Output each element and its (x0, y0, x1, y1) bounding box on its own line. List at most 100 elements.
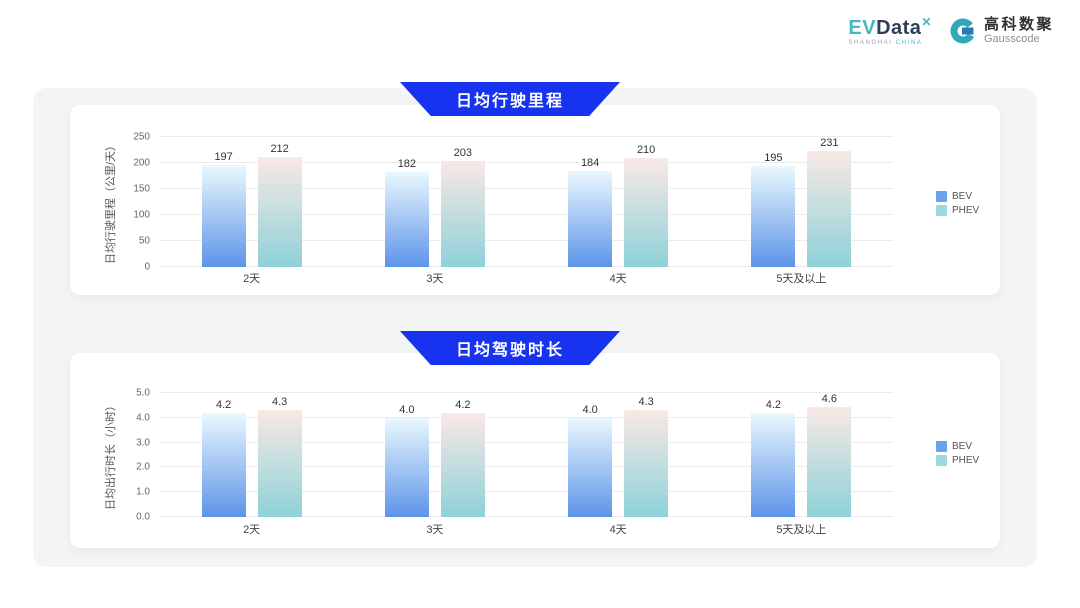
bar-column: 184 (568, 137, 613, 267)
evdata-ev-text: EV (848, 17, 877, 39)
bar-value-label: 4.6 (821, 393, 838, 405)
header-logos: EVData✕ SHANGHAI CHINA 高科数聚 Gausscode (848, 16, 1054, 46)
bar-group: 197 212 (160, 137, 343, 267)
plot-area: 197 212 182 203 184 210 195 231 (160, 136, 893, 267)
bar-value-label: 197 (214, 150, 233, 163)
evdata-data-text: Data (876, 17, 922, 39)
plot-area: 4.2 4.3 4.0 4.2 4.0 4.3 4.2 4.6 (160, 392, 893, 517)
gausscode-g-icon (950, 18, 976, 44)
bar-phev (257, 410, 302, 517)
y-tick-label: 0.0 (136, 511, 150, 523)
x-axis-labels: 2天 3天 4天 5天及以上 (160, 521, 893, 537)
legend: BEV PHEV (936, 191, 979, 216)
evdata-x-icon: ✕ (921, 15, 932, 29)
gridline (160, 466, 893, 468)
bar-bev (568, 171, 613, 267)
x-tick-label: 3天 (426, 273, 444, 285)
y-tick-label: 3.0 (136, 437, 150, 449)
bar-bev (751, 165, 796, 267)
evdata-sub-left: SHANGHAI (848, 40, 893, 46)
evdata-logo-text: EVData✕ (848, 16, 932, 38)
gausscode-logo: 高科数聚 Gausscode (948, 16, 1054, 46)
bar-value-label: 4.3 (638, 396, 654, 409)
bar-phev (440, 161, 485, 267)
bar-value-label: 182 (397, 158, 417, 171)
bar-value-label: 195 (764, 151, 783, 164)
legend-item-bev: BEV (936, 441, 979, 452)
x-tick-label: 3天 (426, 524, 444, 536)
gausscode-cn-text: 高科数聚 (983, 16, 1054, 34)
bars-layer: 197 212 182 203 184 210 195 231 (160, 137, 893, 267)
bar-group: 195 231 (710, 137, 893, 267)
y-tick-label: 250 (133, 131, 150, 143)
x-tick-label: 4天 (609, 524, 627, 536)
bar-value-label: 203 (453, 147, 473, 160)
legend-label: BEV (952, 191, 973, 202)
legend-label: BEV (952, 441, 973, 452)
legend-label: PHEV (952, 205, 980, 216)
bar-bev (751, 412, 796, 517)
y-tick-label: 150 (133, 183, 150, 195)
bar-bev (201, 412, 246, 517)
bar-group: 4.0 4.3 (527, 393, 710, 517)
charts-panel: 日均行驶里程 日均行驶里程（公里/天） 0 50 100 150 200 250 197 2… (33, 82, 1037, 567)
bar-value-label: 4.3 (271, 396, 288, 409)
bar-column: 4.2 (201, 393, 246, 517)
bar-value-label: 4.2 (765, 398, 782, 411)
legend-item-phev: PHEV (936, 455, 979, 466)
gridline (160, 392, 893, 393)
x-tick-label: 5天及以上 (776, 273, 827, 285)
bar-column: 195 (751, 137, 796, 267)
bar-value-label: 4.0 (399, 403, 415, 416)
x-tick-label: 5天及以上 (776, 524, 827, 536)
bar-column: 203 (440, 137, 485, 267)
bar-phev (440, 412, 485, 517)
legend-swatch (936, 191, 947, 202)
bar-column: 212 (257, 137, 302, 267)
bar-phev (807, 407, 852, 517)
gridline (160, 162, 893, 163)
gridlines (160, 136, 893, 267)
x-tick-label: 2天 (243, 273, 261, 285)
legend-label: PHEV (952, 455, 980, 466)
bar-value-label: 231 (820, 137, 839, 149)
gridlines (160, 392, 893, 517)
y-tick-label: 200 (133, 157, 150, 169)
chart-title-banner-duration: 日均驾驶时长 (400, 331, 620, 365)
gridline (160, 516, 893, 517)
x-axis-labels: 2天 3天 4天 5天及以上 (160, 270, 893, 286)
legend-item-bev: BEV (936, 191, 979, 202)
gridline (160, 136, 893, 137)
bar-value-label: 210 (636, 143, 656, 156)
bar-group: 184 210 (527, 137, 710, 267)
legend-swatch (936, 205, 947, 216)
bar-value-label: 212 (270, 142, 289, 155)
bar-column: 4.2 (751, 393, 796, 517)
gridline (160, 491, 893, 493)
y-tick-label: 50 (138, 235, 150, 247)
bar-group: 182 203 (343, 137, 526, 267)
bar-phev (624, 157, 669, 267)
bar-value-label: 4.0 (582, 403, 598, 416)
legend: BEV PHEV (936, 441, 979, 466)
bar-group: 4.0 4.2 (343, 393, 526, 517)
chart-title: 日均驾驶时长 (455, 342, 564, 359)
gausscode-logo-text: 高科数聚 Gausscode (984, 16, 1054, 46)
bar-column: 4.6 (807, 393, 852, 517)
bar-group: 4.2 4.3 (160, 393, 343, 517)
chart-card-duration: 日均出行时长（小时） 0.0 1.0 2.0 3.0 4.0 5.0 4.2 4.3 4.0 4… (70, 353, 1000, 548)
y-tick-label: 5.0 (136, 387, 150, 399)
gridline (160, 266, 893, 267)
gridline (160, 441, 893, 443)
gridline (160, 214, 893, 215)
bar-group: 4.2 4.6 (710, 393, 893, 517)
x-tick-label: 4天 (609, 273, 627, 285)
bar-column: 4.3 (624, 393, 669, 517)
y-tick-label: 4.0 (136, 412, 150, 424)
chart-title: 日均行驶里程 (455, 93, 564, 110)
bar-column: 210 (624, 137, 669, 267)
chart-card-mileage: 日均行驶里程（公里/天） 0 50 100 150 200 250 197 212 182 20… (70, 105, 1000, 295)
bar-phev (257, 156, 302, 267)
chart-title-banner-mileage: 日均行驶里程 (400, 82, 620, 116)
y-tick-label: 0 (144, 261, 150, 273)
